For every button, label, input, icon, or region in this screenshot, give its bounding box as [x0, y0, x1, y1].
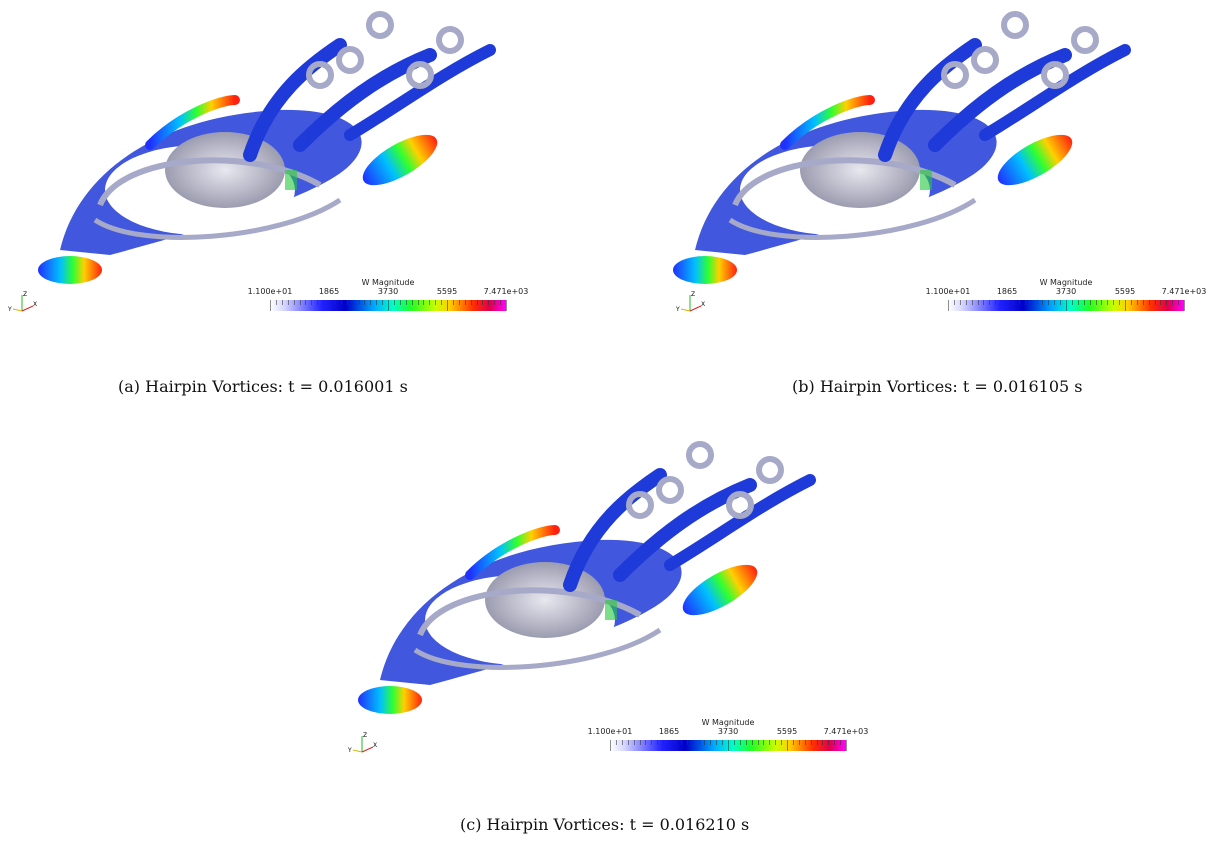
colorbar-title: W Magnitude: [701, 718, 755, 727]
ring: [93, 197, 342, 240]
rainbow-foot: [673, 256, 737, 284]
colorbar-tick-min: 1.100e+01: [587, 727, 633, 736]
axes-triad-icon: Z Y X: [348, 732, 377, 754]
caption-a: (a) Hairpin Vortices: t = 0.016001 s: [118, 377, 408, 396]
green-streak: [920, 170, 932, 190]
rainbow-foot: [38, 256, 102, 284]
colorbar-tick-2: 3730: [1055, 287, 1077, 296]
colorbar-a: W Magnitude 1.100e+01 1865 3730 5595 7.4…: [248, 278, 529, 311]
hairpin-head: [1041, 61, 1069, 89]
colorbar-b: W Magnitude 1.100e+01 1865 3730 5595 7.4…: [926, 278, 1207, 311]
rainbow-arm: [145, 95, 240, 150]
colorbar-tick-labels: 1.100e+01 1865 3730 5595 7.471e+03: [588, 727, 869, 738]
rainbow-arm: [465, 525, 560, 580]
colorbar-title: W Magnitude: [1039, 278, 1093, 287]
axes-triad-icon: Z Y X: [676, 291, 705, 313]
hairpin-leg: [243, 38, 347, 162]
colorbar-c: W Magnitude 1.100e+01 1865 3730 5595 7.4…: [588, 718, 869, 751]
rainbow-trailing: [362, 134, 438, 186]
caption-c: (c) Hairpin Vortices: t = 0.016210 s: [460, 815, 750, 834]
vortex-group: [38, 11, 496, 284]
rainbow-trailing: [997, 134, 1073, 186]
colorbar-tick-max: 7.471e+03: [823, 727, 869, 736]
vortex-visualization-b: [673, 11, 1131, 284]
axis-y-label: Y: [348, 747, 352, 754]
figure-panel-a: W Magnitude 1.100e+01 1865 3730 5595 7.4…: [8, 5, 560, 335]
hairpin-head: [756, 456, 784, 484]
hairpin-leg: [563, 468, 667, 592]
axis-x-label: X: [33, 301, 37, 308]
colorbar-gradient: [270, 300, 507, 311]
colorbar-tick-3: 5595: [436, 287, 458, 296]
colorbar-tick-3: 5595: [776, 727, 798, 736]
colorbar-tick-min: 1.100e+01: [925, 287, 971, 296]
caption-b: (b) Hairpin Vortices: t = 0.016105 s: [792, 377, 1083, 396]
rainbow-arm: [780, 95, 875, 150]
colorbar-tick-max: 7.471e+03: [1161, 287, 1207, 296]
hairpin-leg: [979, 44, 1131, 141]
colorbar-tick-2: 3730: [377, 287, 399, 296]
hairpin-leg: [664, 474, 816, 571]
colorbar-gradient: [610, 740, 847, 751]
axis-x-label: X: [373, 742, 377, 749]
colorbar-title: W Magnitude: [361, 278, 415, 287]
hairpin-head: [306, 61, 334, 89]
figure-panel-b: W Magnitude 1.100e+01 1865 3730 5595 7.4…: [655, 5, 1207, 335]
hairpin-leg: [928, 48, 1072, 152]
green-streak: [285, 170, 297, 190]
vortex-visualization-c: [358, 441, 816, 714]
vortex-group: [673, 11, 1131, 284]
rainbow-trailing: [682, 564, 758, 616]
dome-isosurface: [800, 132, 920, 208]
axis-y-label: Y: [676, 306, 680, 313]
hairpin-leg: [878, 38, 982, 162]
rainbow-foot: [358, 686, 422, 714]
dome-isosurface: [485, 562, 605, 638]
hairpin-head: [1001, 11, 1029, 39]
colorbar-tick-min: 1.100e+01: [247, 287, 293, 296]
hairpin-head: [656, 476, 684, 504]
colorbar-tick-labels: 1.100e+01 1865 3730 5595 7.471e+03: [248, 287, 529, 298]
hairpin-head: [366, 11, 394, 39]
hairpin-head: [941, 61, 969, 89]
colorbar-tick-1: 1865: [318, 287, 340, 296]
colorbar-tick-max: 7.471e+03: [483, 287, 529, 296]
hairpin-leg: [613, 478, 757, 582]
ring: [728, 197, 977, 240]
green-streak: [605, 600, 617, 620]
dome-isosurface: [165, 132, 285, 208]
figure-panel-c: W Magnitude 1.100e+01 1865 3730 5595 7.4…: [340, 435, 880, 765]
hairpin-head: [1071, 26, 1099, 54]
colorbar-gradient: [948, 300, 1185, 311]
hairpin-head: [971, 46, 999, 74]
vortex-visualization-a: [38, 11, 496, 284]
colorbar-tick-1: 1865: [996, 287, 1018, 296]
ring: [413, 627, 662, 670]
axis-y-label: Y: [8, 306, 12, 313]
colorbar-tick-2: 3730: [717, 727, 739, 736]
colorbar-tick-labels: 1.100e+01 1865 3730 5595 7.471e+03: [926, 287, 1207, 298]
axis-z-label: Z: [691, 291, 695, 298]
hairpin-head: [406, 61, 434, 89]
hairpin-leg: [293, 48, 437, 152]
axis-z-label: Z: [363, 732, 367, 739]
hairpin-head: [686, 441, 714, 469]
vortex-group: [358, 441, 816, 714]
hairpin-leg: [344, 44, 496, 141]
axis-z-label: Z: [23, 291, 27, 298]
axis-x-label: X: [701, 301, 705, 308]
hairpin-head: [436, 26, 464, 54]
hairpin-head: [336, 46, 364, 74]
hairpin-head: [726, 491, 754, 519]
hairpin-head: [626, 491, 654, 519]
colorbar-tick-3: 5595: [1114, 287, 1136, 296]
axes-triad-icon: Z Y X: [8, 291, 37, 313]
colorbar-tick-1: 1865: [658, 727, 680, 736]
